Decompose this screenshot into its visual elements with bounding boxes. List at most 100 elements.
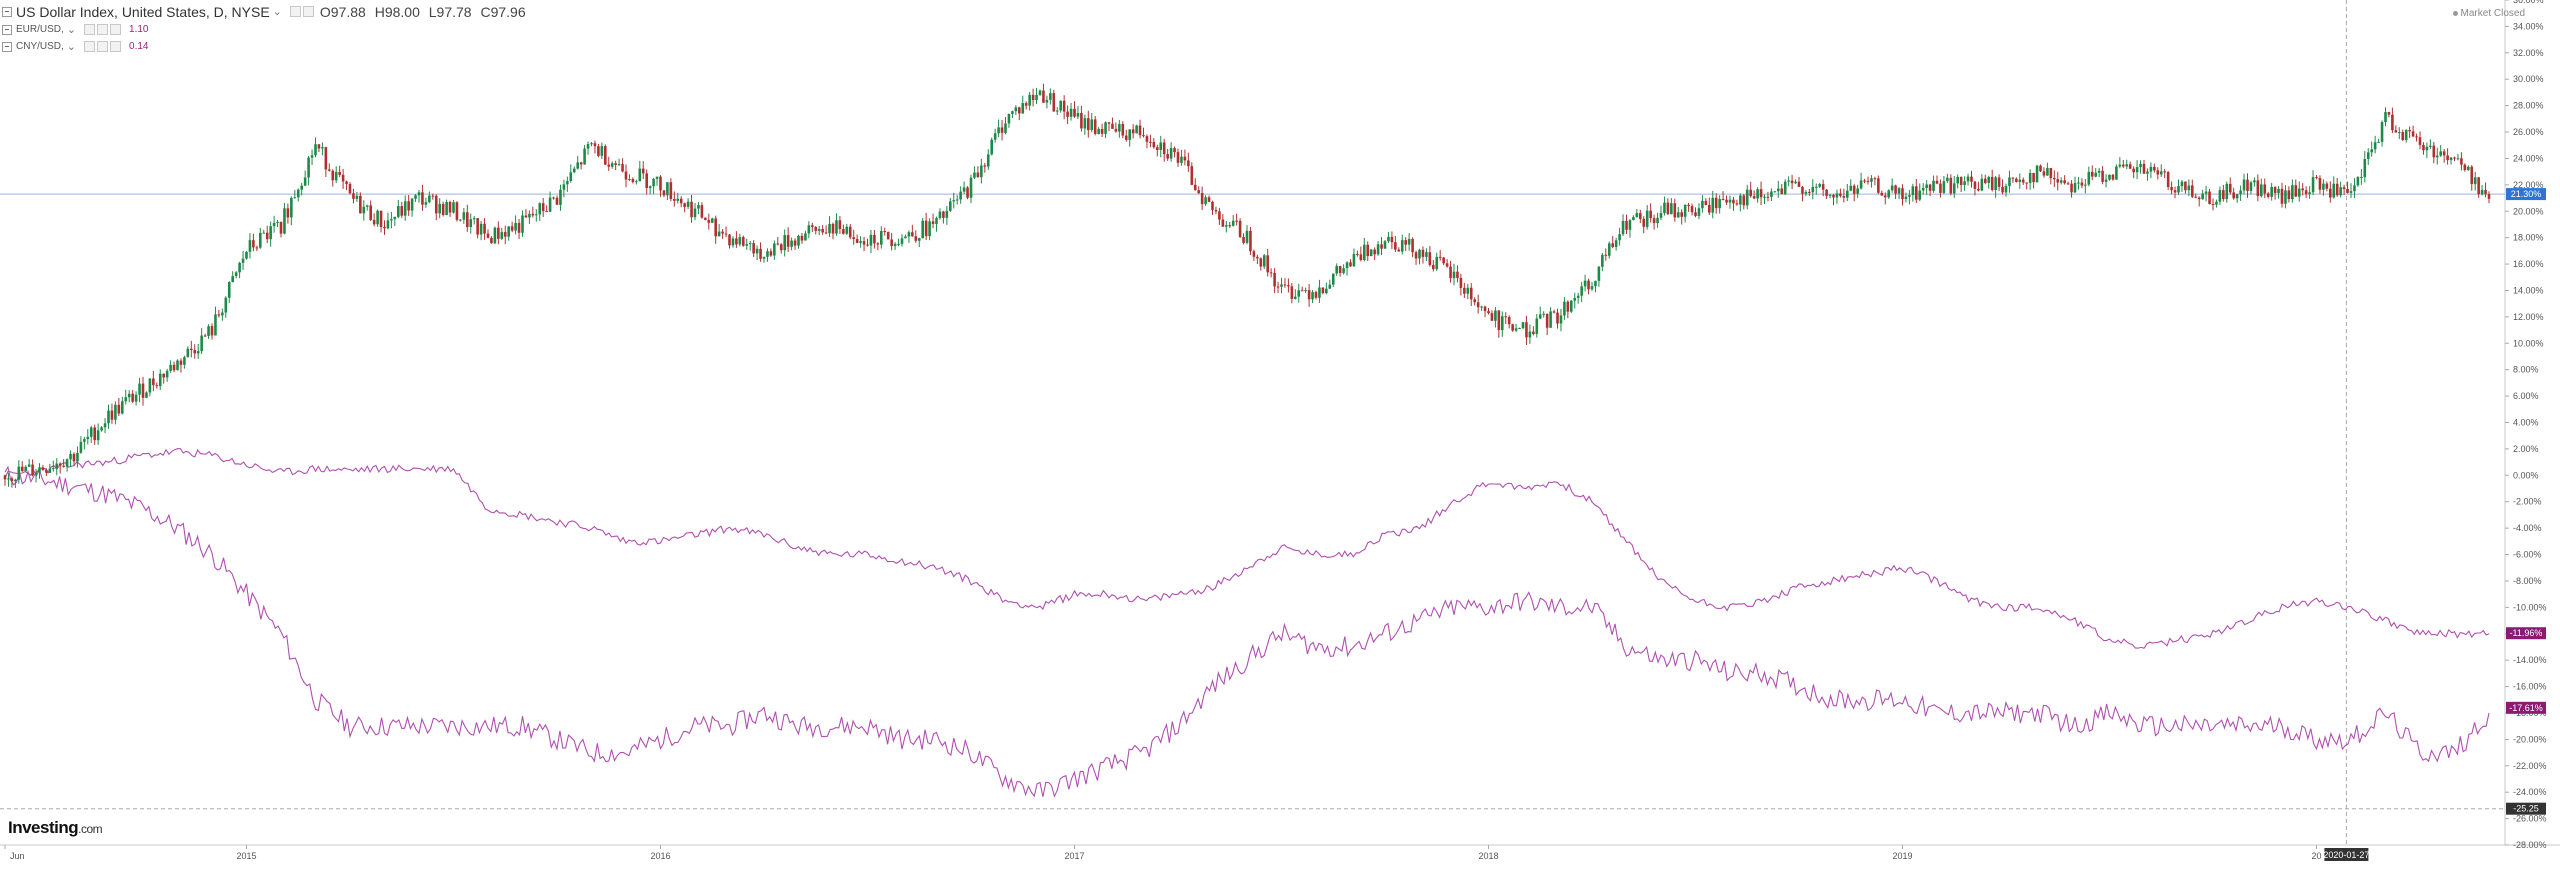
candle-body	[583, 148, 586, 165]
legend-compare-hide-icon[interactable]	[97, 24, 109, 35]
candle-body	[1897, 188, 1901, 194]
current-value-label: -11.96%	[2510, 628, 2543, 638]
candle-body	[1904, 196, 1908, 199]
candle-body	[1563, 301, 1566, 316]
candle-body	[679, 198, 683, 204]
current-value-label-bg	[2506, 701, 2546, 714]
legend-compare-remove-icon[interactable]	[110, 24, 122, 35]
candle-body	[1694, 212, 1697, 216]
candle-body	[1887, 190, 1890, 198]
candle-body	[1414, 252, 1418, 259]
candle-body	[1231, 220, 1235, 226]
x-tick-label: 2018	[1478, 851, 1498, 861]
candle-body	[1497, 310, 1501, 331]
candle-body	[1911, 186, 1915, 196]
candle-body	[1042, 90, 1045, 103]
candle-body	[928, 221, 931, 237]
candle-body	[1211, 201, 1214, 210]
legend-settings-icon[interactable]	[289, 6, 301, 17]
candle-body	[224, 297, 228, 313]
candle-body	[2339, 187, 2342, 196]
candle-body	[1790, 180, 1794, 184]
legend-hide-icon[interactable]	[302, 6, 314, 17]
candle-body	[248, 240, 252, 252]
candle-body	[2042, 171, 2046, 176]
candle-body	[497, 227, 500, 239]
candle-body	[1249, 230, 1252, 252]
legend-dropdown-icon[interactable]: ⌄	[272, 5, 282, 18]
candle-body	[773, 243, 776, 256]
candle-body	[1311, 292, 1314, 300]
candle-body	[1915, 186, 1918, 200]
candle-body	[538, 203, 542, 215]
candle-body	[1697, 208, 1701, 216]
candle-body	[880, 231, 883, 245]
candle-body	[666, 182, 669, 196]
market-status-dot-icon	[2452, 10, 2458, 16]
candle-body	[835, 220, 838, 234]
candle-body	[134, 394, 138, 402]
candle-body	[1118, 124, 1121, 132]
candle-body	[334, 171, 338, 181]
candle-body	[1166, 154, 1169, 159]
candle-body	[1425, 252, 1428, 257]
candle-body	[1000, 127, 1004, 133]
candle-body	[1014, 107, 1018, 112]
legend-compare-collapse-button[interactable]	[2, 24, 12, 35]
y-tick-label: 26.00%	[2513, 127, 2544, 137]
candle-body	[2287, 190, 2291, 200]
candle-body	[393, 216, 397, 220]
candle-body	[1152, 141, 1156, 148]
legend-compare-settings-icon[interactable]	[84, 24, 96, 35]
candle-body	[241, 258, 245, 263]
candle-body	[1714, 197, 1718, 209]
legend-compare-dropdown-icon[interactable]: ⌄	[66, 40, 77, 53]
candle-body	[724, 233, 728, 235]
candle-body	[1801, 186, 1804, 194]
legend-compare-collapse-button[interactable]	[2, 41, 12, 52]
legend-compare-hide-icon[interactable]	[97, 41, 109, 52]
candle-body	[1159, 142, 1163, 150]
candle-body	[176, 360, 179, 371]
candle-body	[2191, 185, 2194, 197]
x-tick-label: 2019	[1892, 851, 1912, 861]
y-tick-label: 30.00%	[2513, 74, 2544, 84]
candle-body	[1883, 195, 1887, 198]
candle-body	[1538, 314, 1542, 319]
candle-body	[1783, 181, 1787, 195]
legend-compare-settings-icon[interactable]	[84, 41, 96, 52]
candle-body	[79, 441, 83, 453]
candle-body	[117, 404, 121, 414]
candle-body	[421, 192, 424, 205]
candle-body	[938, 211, 942, 219]
candle-body	[207, 326, 210, 336]
candle-body	[1407, 238, 1411, 245]
legend-collapse-button[interactable]	[2, 6, 12, 17]
candle-body	[1245, 230, 1249, 243]
candle-body	[1128, 129, 1131, 140]
candle-body	[2315, 177, 2318, 179]
candle-body	[983, 165, 987, 167]
candle-body	[452, 202, 455, 213]
legend-compare-dropdown-icon[interactable]: ⌄	[66, 23, 77, 36]
candle-body	[303, 177, 307, 186]
candle-body	[2080, 182, 2084, 186]
legend-compare-symbol: CNY/USD,	[16, 40, 64, 52]
candle-body	[2429, 145, 2432, 147]
candle-body	[935, 218, 938, 225]
candle-body	[1963, 181, 1966, 186]
candle-body	[779, 244, 783, 251]
candle-body	[1442, 257, 1445, 264]
legend-compare-toolbar	[84, 41, 122, 52]
candle-body	[424, 202, 428, 205]
candle-body	[455, 202, 459, 220]
candle-body	[748, 243, 752, 245]
candle-body	[707, 219, 711, 223]
current-value-label: 21.30%	[2511, 189, 2542, 199]
legend-compare-remove-icon[interactable]	[110, 41, 122, 52]
candle-body	[479, 223, 483, 235]
candle-body	[2146, 171, 2149, 174]
candle-body	[2332, 183, 2336, 198]
